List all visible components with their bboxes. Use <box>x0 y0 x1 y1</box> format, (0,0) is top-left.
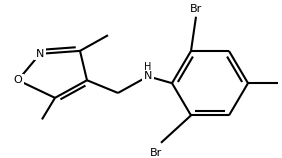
Text: H: H <box>144 62 152 72</box>
Text: O: O <box>14 75 22 85</box>
Text: N: N <box>144 71 152 81</box>
Text: Br: Br <box>150 148 162 158</box>
Text: Br: Br <box>190 4 202 14</box>
Text: N: N <box>36 49 44 59</box>
